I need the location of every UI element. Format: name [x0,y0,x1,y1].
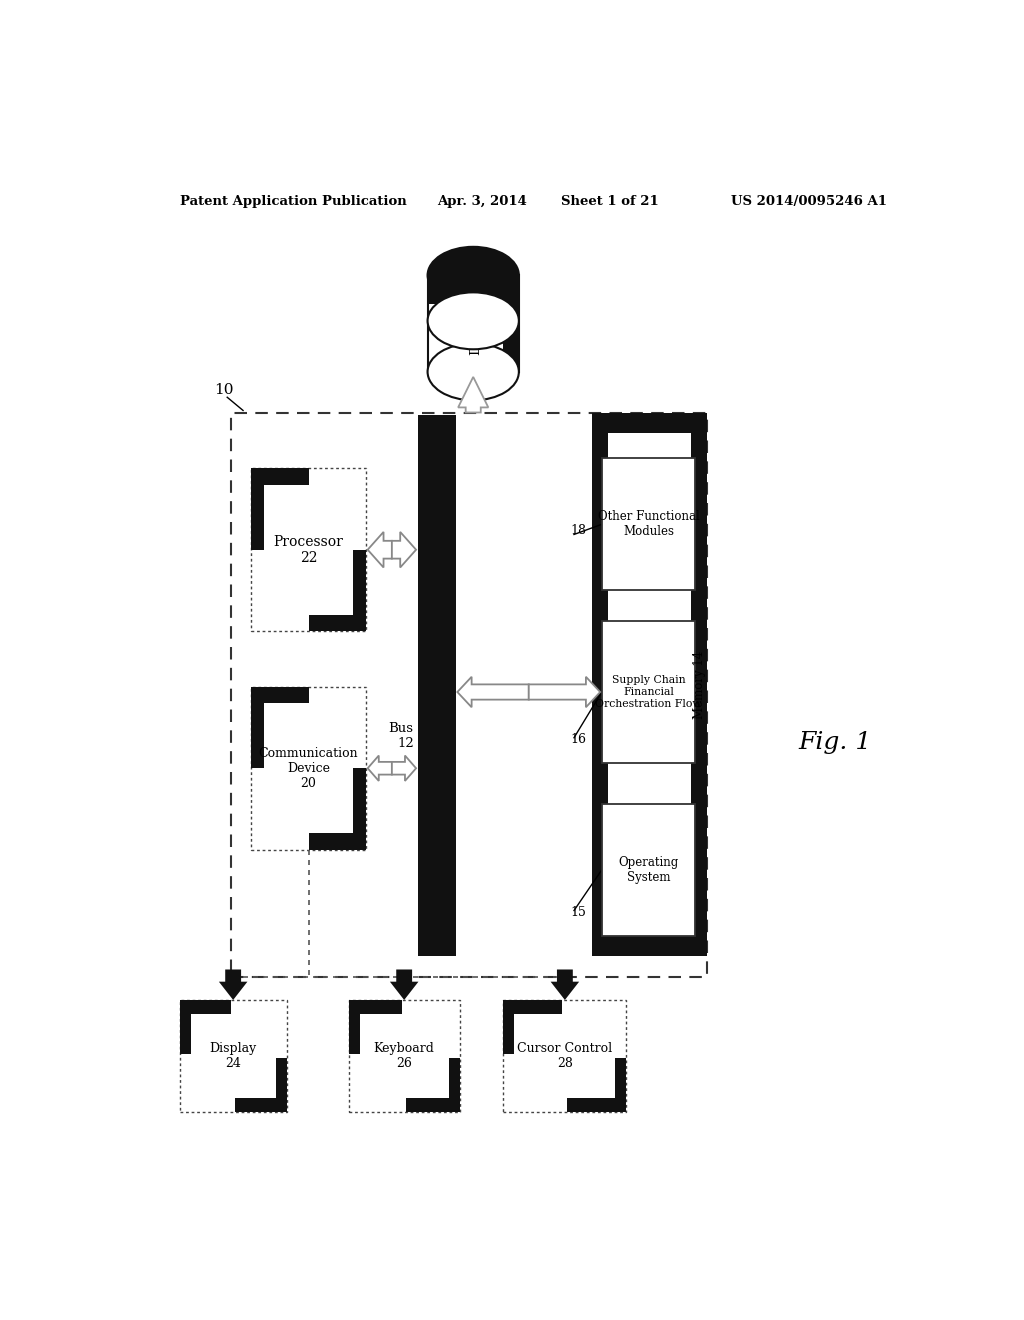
Polygon shape [458,677,528,708]
Text: 18: 18 [570,524,586,537]
Bar [348,1001,460,1111]
Text: Bus
12: Bus 12 [389,722,414,750]
Bar [251,686,367,850]
Text: Processor
22: Processor 22 [273,535,343,565]
Polygon shape [390,969,419,1001]
Text: US 2014/0095246 A1: US 2014/0095246 A1 [731,194,887,207]
Text: Database
34: Database 34 [469,292,497,355]
Bar [251,686,264,768]
Ellipse shape [428,292,519,350]
Text: Sheet 1 of 21: Sheet 1 of 21 [560,194,658,207]
Bar [179,1001,231,1014]
Polygon shape [219,969,248,1001]
Bar [602,620,695,763]
Polygon shape [528,677,600,708]
Bar [602,804,695,936]
Bar [251,469,367,631]
Ellipse shape [428,343,519,400]
Polygon shape [458,378,488,412]
Bar [407,1097,460,1111]
Text: Keyboard
26: Keyboard 26 [374,1041,434,1071]
Bar [179,1001,287,1111]
Text: Fig. 1: Fig. 1 [799,731,871,754]
Bar [251,469,264,549]
Bar [504,1001,562,1014]
Bar [428,271,519,304]
Polygon shape [368,755,392,781]
Bar [353,768,367,850]
Text: Apr. 3, 2014: Apr. 3, 2014 [437,194,527,207]
Text: Operating
System: Operating System [618,855,679,884]
Bar [418,414,456,956]
Text: 16: 16 [570,733,586,746]
Text: 10: 10 [214,383,233,397]
Polygon shape [392,755,416,781]
Text: Other Functional
Modules: Other Functional Modules [598,511,699,539]
Text: Display
24: Display 24 [210,1041,257,1071]
Text: Communication
Device
20: Communication Device 20 [259,747,358,789]
Bar [428,276,519,372]
Bar [179,1001,190,1053]
Bar [275,1059,287,1111]
Bar [236,1097,287,1111]
Bar [615,1059,627,1111]
Bar [308,833,367,850]
Bar [348,1001,359,1053]
Bar [567,1097,627,1111]
Bar [353,549,367,631]
Bar [308,615,367,631]
Bar [504,1001,627,1111]
Polygon shape [392,532,416,568]
Bar [608,433,691,936]
Text: Memory 14: Memory 14 [693,651,706,718]
Text: Patent Application Publication: Patent Application Publication [179,194,407,207]
Bar [504,1001,514,1053]
Polygon shape [551,969,580,1001]
Ellipse shape [428,247,519,304]
Text: 15: 15 [570,906,586,919]
Bar [602,458,695,590]
Bar [251,686,308,704]
Bar [503,298,519,367]
Bar [231,413,708,977]
Text: Cursor Control
28: Cursor Control 28 [517,1041,612,1071]
Bar [592,412,708,956]
Text: Supply Chain
Financial
Orchestration Flow: Supply Chain Financial Orchestration Flo… [595,676,701,709]
Bar [251,469,308,484]
Bar [449,1059,460,1111]
Bar [348,1001,402,1014]
Polygon shape [368,532,392,568]
